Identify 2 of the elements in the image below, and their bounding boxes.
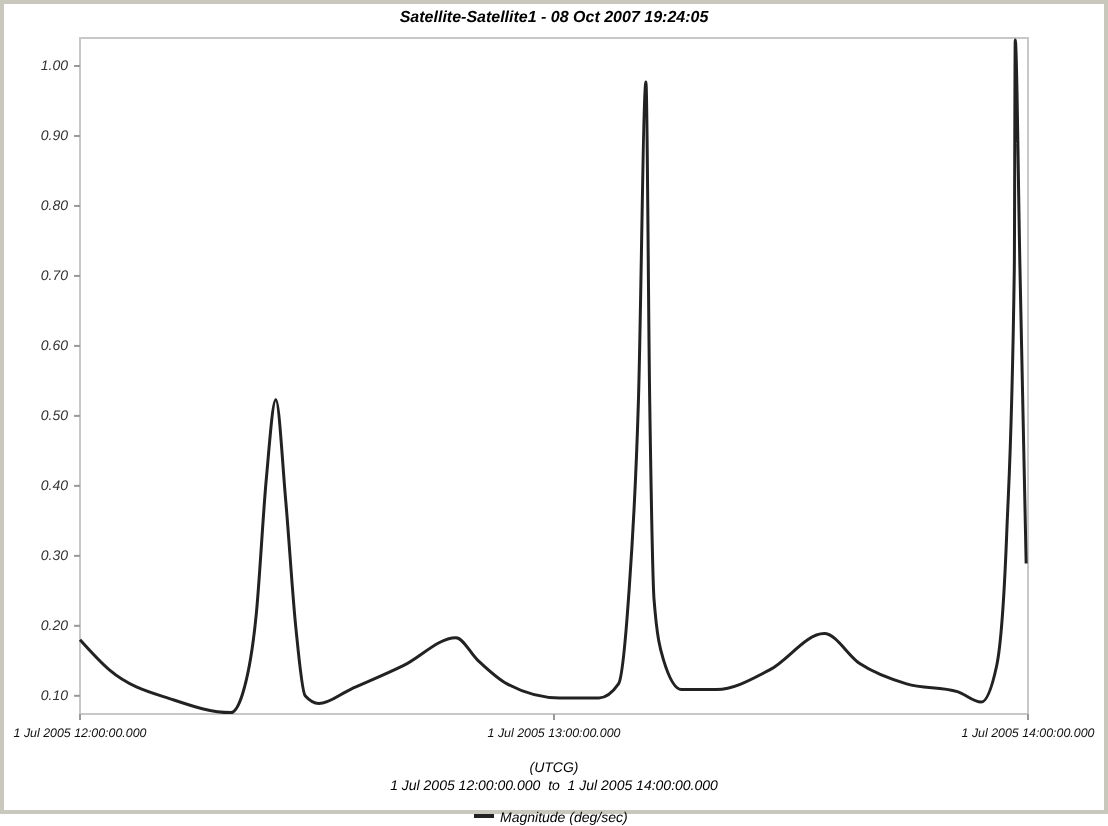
line-series bbox=[78, 38, 1028, 715]
chart-title: Satellite-Satellite1 - 08 Oct 2007 19:24:05 bbox=[399, 8, 710, 26]
